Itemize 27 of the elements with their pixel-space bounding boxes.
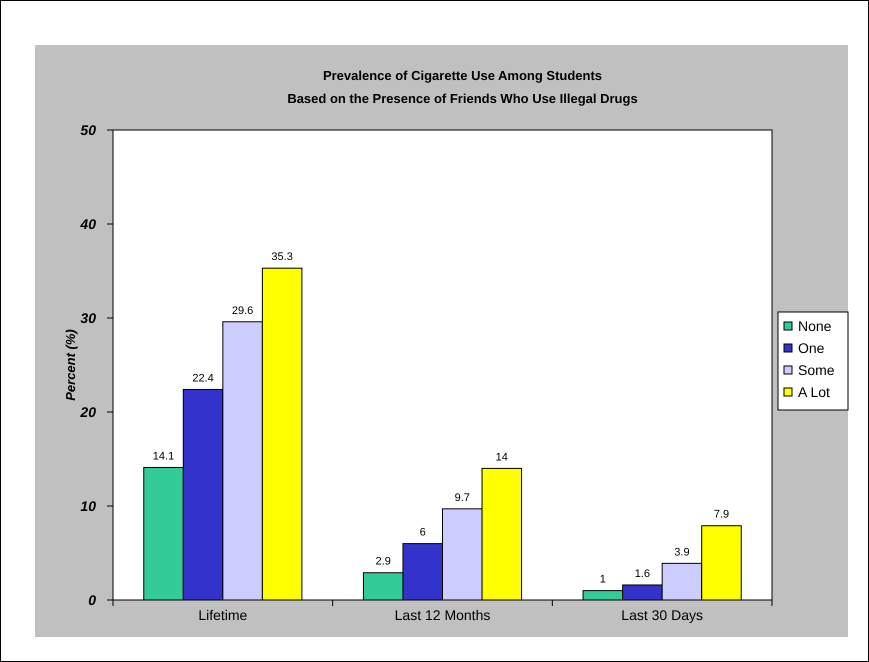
y-tick-label: 40 bbox=[79, 216, 96, 232]
data-label: 1 bbox=[600, 574, 606, 586]
data-label: 14.1 bbox=[152, 450, 174, 462]
data-label: 9.7 bbox=[454, 492, 470, 504]
y-tick-label: 10 bbox=[80, 498, 96, 514]
legend-label: One bbox=[798, 340, 825, 356]
data-label: 35.3 bbox=[271, 251, 293, 264]
x-tick-label: Last 12 Months bbox=[394, 607, 490, 623]
legend-label: Some bbox=[798, 362, 835, 378]
data-label: 3.9 bbox=[674, 546, 690, 558]
data-label: 1.6 bbox=[634, 568, 650, 580]
y-tick-label: 50 bbox=[80, 122, 96, 138]
data-label: 7.9 bbox=[714, 508, 730, 521]
y-tick-label: 0 bbox=[88, 592, 96, 608]
legend-label: A Lot bbox=[798, 384, 830, 400]
data-label: 6 bbox=[420, 526, 426, 539]
x-tick-label: Lifetime bbox=[198, 607, 248, 623]
y-tick-label: 20 bbox=[79, 404, 96, 420]
chart-title: Prevalence of Cigarette Use Among Students Based on the Presence of Friends Who Use Illegal Drugs bbox=[287, 68, 638, 106]
y-tick-label: 30 bbox=[80, 310, 96, 326]
legend-label: None bbox=[798, 318, 832, 334]
data-label: 29.6 bbox=[232, 304, 254, 317]
x-tick-label: Last 30 Days bbox=[621, 607, 704, 623]
data-label: 2.9 bbox=[376, 556, 391, 568]
y-axis-title: Percent (%) bbox=[63, 329, 78, 401]
data-label: 22.4 bbox=[192, 372, 214, 384]
data-label: 14 bbox=[496, 451, 508, 464]
